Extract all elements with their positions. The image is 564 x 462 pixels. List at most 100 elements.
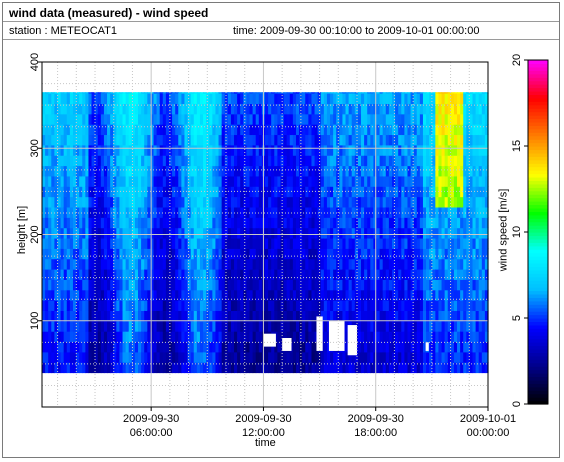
heatmap-cell (481, 362, 486, 374)
heatmap-cell (376, 237, 381, 249)
heatmap-cell (48, 93, 52, 104)
heatmap-cell (147, 269, 152, 280)
heatmap-cell (367, 258, 371, 270)
heatmap-cell (484, 206, 489, 218)
heatmap-cell (240, 175, 244, 187)
heatmap-cell (357, 186, 362, 198)
heatmap-cell (131, 93, 136, 104)
heatmap-cell (134, 113, 139, 125)
heatmap-cell (54, 320, 59, 332)
heatmap-cell (289, 124, 294, 136)
colorbar-segment (528, 262, 548, 267)
heatmap-cell (416, 155, 421, 167)
heatmap-cell (54, 237, 59, 249)
heatmap-cell (184, 92, 189, 94)
heatmap-cell (45, 227, 49, 239)
heatmap-cell (131, 113, 136, 125)
heatmap-cell (345, 331, 350, 343)
heatmap-cell (125, 269, 130, 280)
heatmap-cell (45, 134, 49, 146)
heatmap-cell (444, 175, 449, 187)
heatmap-cell (181, 217, 186, 229)
heatmap-cell (116, 269, 121, 280)
heatmap-cell (54, 144, 59, 156)
heatmap-cell (333, 103, 337, 115)
heatmap-cell (147, 227, 152, 239)
heatmap-cell (361, 320, 365, 332)
heatmap-cell (283, 351, 288, 363)
heatmap-cell (299, 351, 303, 363)
heatmap-cell (206, 93, 210, 104)
heatmap-cell (209, 155, 213, 167)
heatmap-cell (42, 103, 46, 115)
heatmap-cell (426, 206, 430, 218)
heatmap-cell (156, 248, 161, 260)
heatmap-cell (333, 362, 337, 374)
heatmap-cell (144, 269, 148, 280)
heatmap-cell (97, 134, 102, 146)
colorbar-segment (528, 108, 548, 113)
heatmap-cell (305, 237, 309, 249)
heatmap-cell (444, 351, 449, 363)
heatmap-cell (388, 258, 393, 270)
heatmap-cell (69, 351, 74, 363)
heatmap-cell (181, 155, 186, 167)
heatmap-cell (472, 155, 477, 167)
heatmap-cell (432, 134, 436, 146)
heatmap-cell (168, 206, 173, 218)
heatmap-cell (60, 341, 65, 353)
heatmap-cell (382, 134, 387, 146)
heatmap-cell (255, 93, 260, 104)
heatmap-cell (323, 134, 328, 146)
heatmap-cell (333, 300, 337, 311)
heatmap-cell (323, 248, 328, 260)
heatmap-cell (289, 93, 294, 104)
heatmap-cell (292, 227, 297, 239)
colorbar-segment (528, 287, 548, 292)
heatmap-cell (227, 258, 232, 270)
heatmap-cell (119, 237, 124, 249)
heatmap-cell (103, 351, 108, 363)
heatmap-cell (268, 258, 272, 270)
colorbar-segment (528, 232, 548, 237)
heatmap-cell (364, 144, 368, 156)
heatmap-cell (339, 289, 344, 301)
heatmap-cell (168, 237, 173, 249)
heatmap-cell (69, 217, 74, 229)
heatmap-cell (122, 103, 127, 115)
heatmap-cell (475, 227, 480, 239)
heatmap-cell (103, 92, 108, 94)
heatmap-cell (122, 186, 127, 198)
heatmap-cell (196, 237, 201, 249)
heatmap-cell (382, 258, 387, 270)
heatmap-cell (249, 237, 254, 249)
heatmap-cell (224, 175, 229, 187)
heatmap-cell (447, 217, 452, 229)
heatmap-cell (63, 341, 68, 353)
heatmap-cell (212, 362, 217, 374)
heatmap-cell (336, 258, 340, 270)
heatmap-cell (60, 103, 65, 115)
heatmap-cell (302, 362, 306, 374)
heatmap-cell (107, 310, 111, 322)
heatmap-cell (159, 351, 164, 363)
heatmap-cell (212, 113, 217, 125)
heatmap-cell (212, 93, 217, 104)
colorbar-segment (528, 369, 548, 374)
heatmap-cell (134, 186, 139, 198)
heatmap-cell (45, 165, 49, 177)
heatmap-cell (79, 175, 83, 187)
heatmap-cell (45, 206, 49, 218)
heatmap-cell (429, 289, 433, 301)
heatmap-cell (230, 300, 235, 311)
heatmap-cell (178, 341, 182, 353)
heatmap-cell (221, 320, 226, 332)
heatmap-cell (413, 144, 418, 156)
heatmap-cell (79, 92, 83, 94)
heatmap-cell (110, 320, 114, 332)
heatmap-cell (308, 310, 313, 322)
heatmap-cell (469, 300, 474, 311)
heatmap-cell (370, 113, 375, 125)
heatmap-cell (435, 155, 440, 167)
heatmap-cell (447, 103, 452, 115)
